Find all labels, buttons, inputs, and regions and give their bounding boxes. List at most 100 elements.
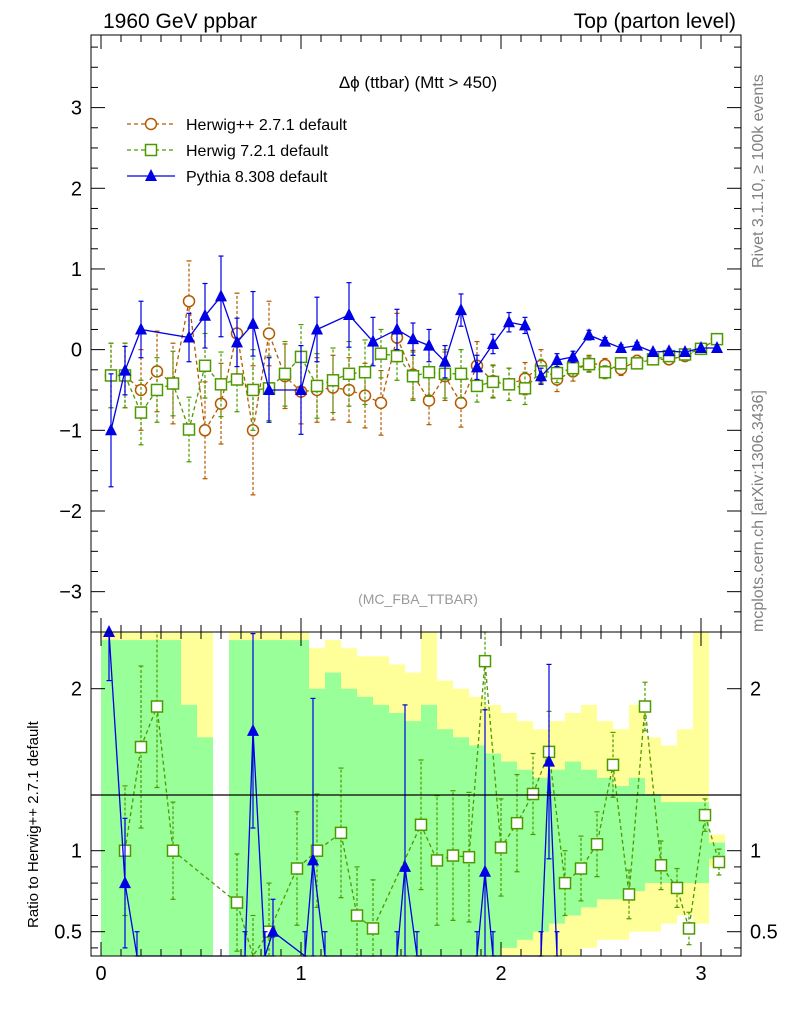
data-point [390,349,404,363]
data-point [582,357,596,371]
data-point [135,322,147,335]
data-point [583,328,595,341]
data-point [198,359,212,373]
data-point [414,818,428,832]
data-point [558,876,572,890]
ratio-y-tick-label: 2 [71,679,82,701]
data-point [230,373,244,386]
data-point [230,896,244,909]
band-green [357,696,373,956]
band-green [613,785,629,900]
data-point [654,859,668,872]
data-point [399,859,411,872]
data-point [374,396,388,410]
data-point [630,357,644,370]
data-point [698,808,712,822]
data-point [663,344,675,357]
data-point [119,363,131,376]
band-green [693,802,709,884]
data-point [103,625,115,637]
data-point [366,922,380,935]
band-green [101,640,117,956]
data-point [134,740,148,754]
series-line [124,661,720,958]
data-point [519,318,531,331]
band-green [533,777,549,932]
data-point [119,876,131,889]
data-point [247,316,259,329]
rivet-label: Rivet 3.1.10, ≥ 100k events [750,74,767,268]
ratio-y-tick-label-right: 2 [750,679,761,701]
data-point [263,382,275,395]
data-point [231,335,243,348]
data-point [518,382,532,395]
data-point [439,354,451,367]
main-panel: −3 −2 −1 0 1 2 3 Δϕ (ttbar) (Mtt > 450) (MC_FB… [59,34,742,633]
data-point [479,864,491,877]
data-point [214,378,228,391]
data-point [682,922,696,935]
data-point [615,341,627,354]
ratio-y-tick-label: 1 [71,841,82,863]
watermark: (MC_FBA_TTBAR) [358,591,478,607]
band-green [197,737,213,956]
band-green [293,640,309,956]
data-point [462,850,476,864]
data-point [166,844,180,857]
data-point [307,853,319,866]
y-tick-label: −3 [59,582,82,604]
data-point [295,382,307,395]
data-point [183,330,195,343]
data-point [342,367,356,381]
data-point [551,353,563,366]
data-point [310,844,324,857]
data-point [599,334,611,347]
data-point [267,924,279,937]
data-point [574,862,588,875]
band-green [597,777,613,900]
band-green [421,704,437,956]
band-green [437,729,453,956]
y-tick-label: 0 [71,340,82,362]
band-green [341,688,357,956]
ratio-frame [90,631,742,957]
ratio-y-tick-label-right: 1 [750,841,761,863]
plot-title: Δϕ (ttbar) (Mtt > 450) [339,73,497,92]
band-green [469,745,485,956]
series-line [110,295,717,431]
legend-label-pythia: Pythia 8.308 default [186,169,328,186]
data-point [455,303,467,316]
data-point [510,816,524,830]
legend-entry-pythia: Pythia 8.308 default [127,169,328,186]
band-green [389,713,405,956]
y-tick-label: 3 [71,98,82,120]
band-green [325,672,341,956]
data-point [246,383,260,397]
data-point [430,854,444,867]
data-point [638,700,652,713]
data-point [631,338,643,351]
data-point [550,366,564,380]
header-right: Top (parton level) [574,10,736,33]
data-point [134,406,148,419]
data-point [526,787,540,801]
legend-label-herwig7: Herwig 7.2.1 default [186,143,329,160]
band-green [181,704,197,956]
data-point [182,294,196,308]
data-point [343,307,355,320]
data-point [391,322,403,335]
data-point [543,754,555,767]
data-point [310,379,324,393]
band-green [373,704,389,956]
band-green [629,777,645,892]
data-point [423,338,435,351]
x-tick-label: 0 [95,963,106,985]
data-point [166,377,180,390]
data-point [278,367,292,381]
data-point [367,334,379,347]
data-point [670,881,684,895]
legend-entry-herwig-pp: Herwig++ 2.7.1 default [127,117,348,134]
band-green [133,640,149,956]
band-green [405,721,421,956]
